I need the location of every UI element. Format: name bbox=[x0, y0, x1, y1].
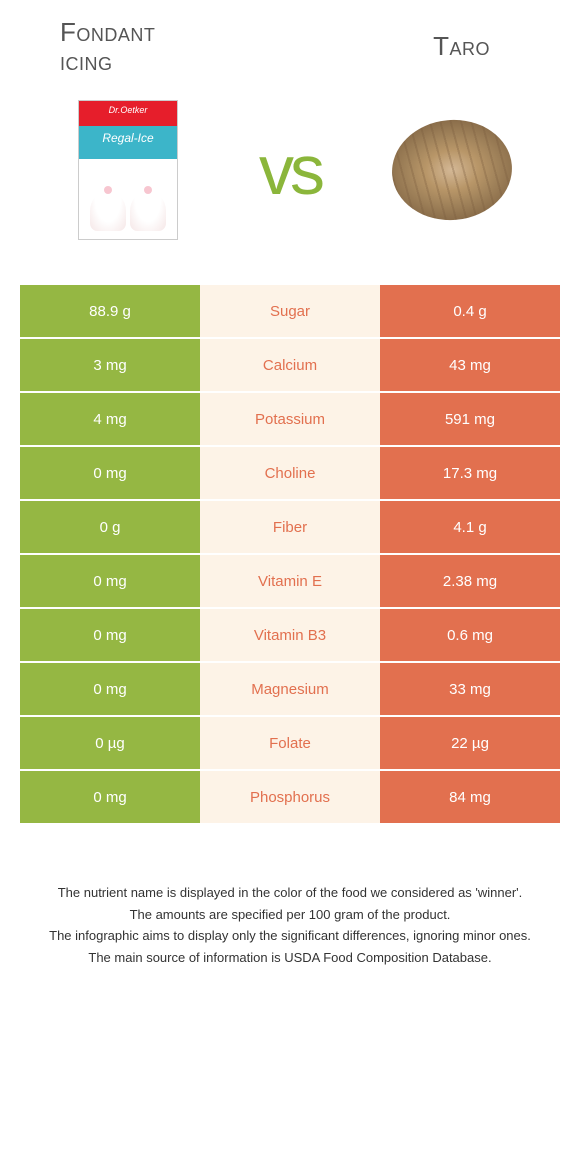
nutrient-name: Calcium bbox=[200, 339, 380, 391]
table-row: 0 mgPhosphorus84 mg bbox=[20, 771, 560, 823]
table-row: 0 gFiber4.1 g bbox=[20, 501, 560, 553]
images-row: vs bbox=[0, 75, 580, 275]
nutrient-name: Phosphorus bbox=[200, 771, 380, 823]
right-value: 2.38 mg bbox=[380, 555, 560, 607]
right-value: 0.6 mg bbox=[380, 609, 560, 661]
table-row: 3 mgCalcium43 mg bbox=[20, 339, 560, 391]
left-value: 3 mg bbox=[20, 339, 200, 391]
table-row: 4 mgPotassium591 mg bbox=[20, 393, 560, 445]
taro-icon bbox=[388, 115, 516, 225]
footer-line-4: The main source of information is USDA F… bbox=[30, 948, 550, 968]
comparison-table: 88.9 gSugar0.4 g3 mgCalcium43 mg4 mgPota… bbox=[20, 285, 560, 823]
nutrient-name: Potassium bbox=[200, 393, 380, 445]
table-row: 0 mgVitamin B30.6 mg bbox=[20, 609, 560, 661]
right-value: 4.1 g bbox=[380, 501, 560, 553]
footer-line-2: The amounts are specified per 100 gram o… bbox=[30, 905, 550, 925]
nutrient-name: Vitamin E bbox=[200, 555, 380, 607]
table-row: 0 mgMagnesium33 mg bbox=[20, 663, 560, 715]
right-value: 43 mg bbox=[380, 339, 560, 391]
footer-notes: The nutrient name is displayed in the co… bbox=[0, 853, 580, 1009]
right-value: 591 mg bbox=[380, 393, 560, 445]
table-row: 88.9 gSugar0.4 g bbox=[20, 285, 560, 337]
header-titles: Fondant icing Taro bbox=[0, 0, 580, 75]
nutrient-name: Fiber bbox=[200, 501, 380, 553]
table-row: 0 µgFolate22 µg bbox=[20, 717, 560, 769]
nutrient-name: Folate bbox=[200, 717, 380, 769]
footer-line-1: The nutrient name is displayed in the co… bbox=[30, 883, 550, 903]
table-row: 0 mgVitamin E2.38 mg bbox=[20, 555, 560, 607]
left-value: 0 g bbox=[20, 501, 200, 553]
left-value: 0 mg bbox=[20, 555, 200, 607]
right-value: 84 mg bbox=[380, 771, 560, 823]
nutrient-name: Magnesium bbox=[200, 663, 380, 715]
right-value: 17.3 mg bbox=[380, 447, 560, 499]
right-value: 22 µg bbox=[380, 717, 560, 769]
left-food-title: Fondant icing bbox=[40, 18, 275, 75]
fondant-box-icon bbox=[78, 100, 178, 240]
vs-label: vs bbox=[259, 130, 321, 210]
left-value: 0 mg bbox=[20, 663, 200, 715]
table-row: 0 mgCholine17.3 mg bbox=[20, 447, 560, 499]
taro-image bbox=[387, 95, 517, 245]
right-value: 33 mg bbox=[380, 663, 560, 715]
left-value: 0 mg bbox=[20, 609, 200, 661]
left-title-line2: icing bbox=[60, 46, 113, 76]
footer-line-3: The infographic aims to display only the… bbox=[30, 926, 550, 946]
left-value: 88.9 g bbox=[20, 285, 200, 337]
left-value: 4 mg bbox=[20, 393, 200, 445]
right-food-title: Taro bbox=[275, 32, 540, 61]
left-value: 0 mg bbox=[20, 447, 200, 499]
left-value: 0 µg bbox=[20, 717, 200, 769]
left-title-line1: Fondant bbox=[60, 17, 155, 47]
nutrient-name: Sugar bbox=[200, 285, 380, 337]
nutrient-name: Vitamin B3 bbox=[200, 609, 380, 661]
left-value: 0 mg bbox=[20, 771, 200, 823]
right-value: 0.4 g bbox=[380, 285, 560, 337]
nutrient-name: Choline bbox=[200, 447, 380, 499]
fondant-image bbox=[63, 95, 193, 245]
